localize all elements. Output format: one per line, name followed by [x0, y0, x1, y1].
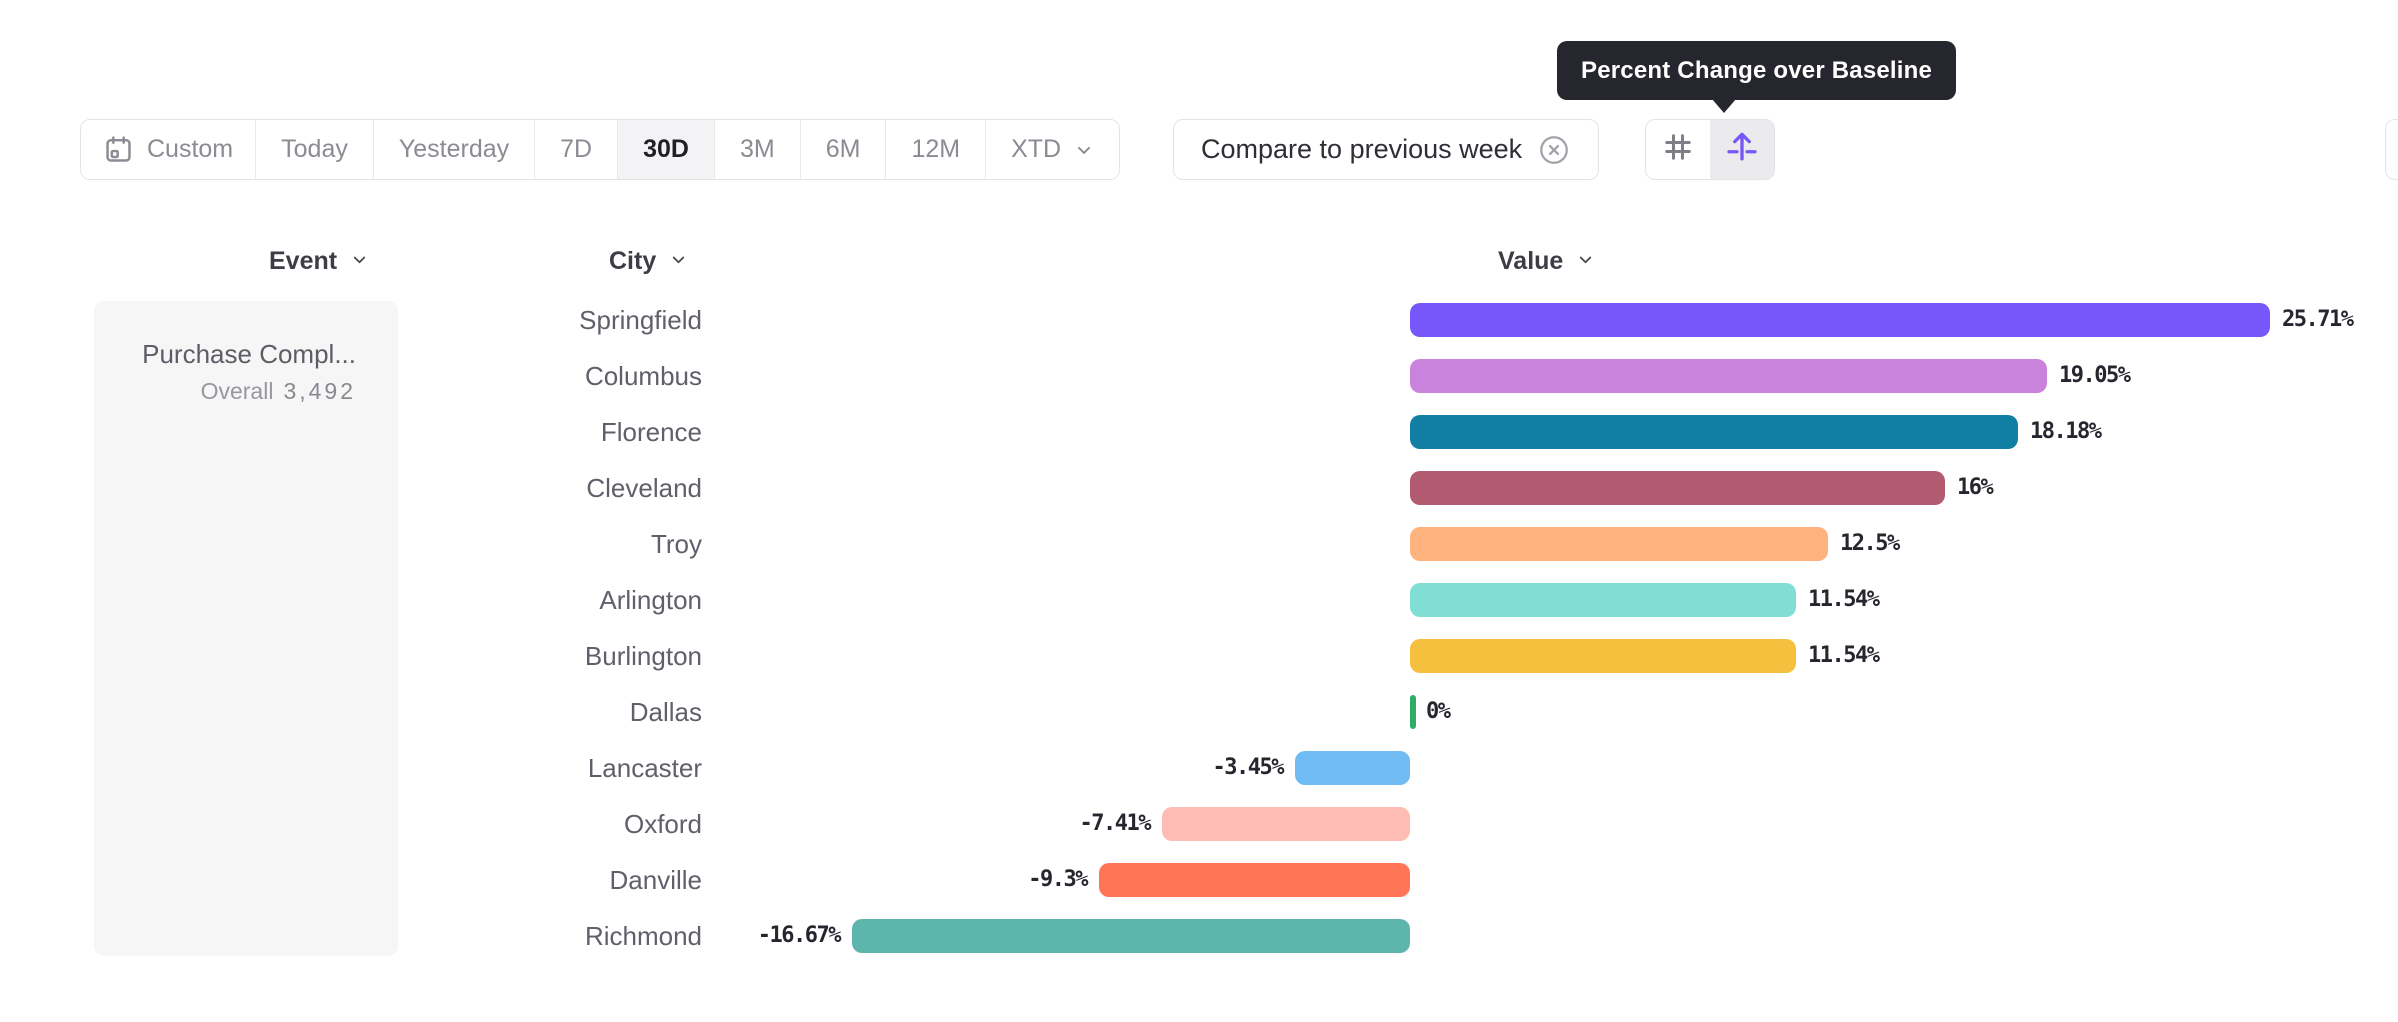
- chart-row-dallas: Dallas 0%: [0, 684, 2398, 740]
- chart-row-burlington: Burlington 11.54%: [0, 628, 2398, 684]
- date-range-12m[interactable]: 12M: [885, 120, 985, 179]
- column-header-event-label: Event: [269, 247, 338, 275]
- date-range-label: Today: [281, 135, 348, 163]
- tooltip-caret: [1712, 99, 1736, 113]
- value-bar[interactable]: [1162, 807, 1410, 841]
- city-label: Danville: [609, 865, 703, 895]
- column-header-city[interactable]: City: [609, 247, 688, 276]
- value-label: 16%: [1957, 475, 1994, 500]
- date-range-label: Yesterday: [398, 135, 510, 163]
- chart-row-troy: Troy 12.5%: [0, 516, 2398, 572]
- value-bar[interactable]: [1410, 303, 2270, 337]
- value-label: 11.54%: [1808, 643, 1880, 668]
- city-label: Dallas: [629, 697, 702, 727]
- value-label: 25.71%: [2282, 307, 2354, 332]
- value-bar[interactable]: [1410, 359, 2047, 393]
- value-label: -9.3%: [1028, 867, 1088, 892]
- chart-row-oxford: Oxford -7.41%: [0, 796, 2398, 852]
- column-header-value[interactable]: Value: [1498, 247, 1595, 276]
- value-bar[interactable]: [1410, 471, 1945, 505]
- value-label: 12.5%: [1840, 531, 1900, 556]
- date-range-today[interactable]: Today: [255, 120, 373, 179]
- chevron-down-icon: [669, 247, 688, 276]
- compare-filter-pill[interactable]: Compare to previous week: [1173, 119, 1600, 180]
- value-bar[interactable]: [852, 919, 1410, 953]
- calendar-icon: [103, 134, 134, 165]
- value-label: -16.67%: [757, 923, 842, 948]
- city-label: Oxford: [623, 809, 702, 839]
- event-overall-value: 3,492: [283, 378, 356, 404]
- bar-chart: Springfield 25.71% Columbus 19.05% Florence 1…: [0, 292, 2398, 964]
- date-range-3m[interactable]: 3M: [713, 120, 800, 179]
- value-label: 0%: [1426, 699, 1451, 724]
- value-bar[interactable]: [1410, 527, 1828, 561]
- date-range-label: Custom: [147, 135, 234, 163]
- value-label: -3.45%: [1212, 755, 1285, 780]
- column-header-event[interactable]: Event: [269, 247, 369, 276]
- value-bar[interactable]: [1295, 751, 1410, 785]
- chart-row-springfield: Springfield 25.71%: [0, 292, 2398, 348]
- column-header-city-label: City: [609, 247, 657, 275]
- date-range-custom[interactable]: Custom: [81, 120, 255, 179]
- city-label: Springfield: [579, 305, 702, 335]
- city-label: Lancaster: [587, 753, 702, 783]
- date-range-label: 12M: [911, 135, 961, 163]
- event-title: Purchase Compl...: [142, 339, 356, 369]
- value-label: 19.05%: [2059, 363, 2131, 388]
- date-range-label: XTD: [1011, 135, 1062, 163]
- date-range-label: 30D: [643, 135, 689, 163]
- date-range-label: 7D: [560, 135, 593, 163]
- chevron-down-icon: [350, 247, 369, 276]
- chart-row-danville: Danville -9.3%: [0, 852, 2398, 908]
- value-label: 11.54%: [1808, 587, 1880, 612]
- city-label: Troy: [650, 529, 702, 559]
- city-label: Cleveland: [586, 473, 702, 503]
- tooltip-percent-change-over-baseline: Percent Change over Baseline: [1557, 41, 1957, 100]
- date-range-label: 3M: [739, 135, 775, 163]
- chevron-down-icon: [1074, 140, 1094, 160]
- circle-x-icon[interactable]: [1537, 133, 1571, 167]
- chart-row-richmond: Richmond -16.67%: [0, 908, 2398, 964]
- date-range-xtd[interactable]: XTD: [985, 120, 1119, 179]
- number-format-button[interactable]: [1646, 120, 1710, 179]
- date-range-30d[interactable]: 30D: [617, 120, 714, 179]
- date-range-yesterday[interactable]: Yesterday: [372, 120, 534, 179]
- percent-change-over-baseline-button[interactable]: [1710, 120, 1774, 179]
- clipped-right-button[interactable]: [2385, 119, 2398, 180]
- chart-row-columbus: Columbus 19.05%: [0, 348, 2398, 404]
- value-bar[interactable]: [1410, 695, 1416, 729]
- date-range-7d[interactable]: 7D: [534, 120, 617, 179]
- chevron-down-icon: [1576, 247, 1595, 276]
- arrow-up-from-baseline-icon: [1723, 128, 1761, 171]
- chart-row-arlington: Arlington 11.54%: [0, 572, 2398, 628]
- value-label: 18.18%: [2030, 419, 2102, 444]
- chart-row-lancaster: Lancaster -3.45%: [0, 740, 2398, 796]
- value-bar[interactable]: [1410, 639, 1796, 673]
- date-range-control: Custom Today Yesterday 7D 30D 3M 6M 12M XTD: [80, 119, 1121, 180]
- value-bar[interactable]: [1099, 863, 1410, 897]
- event-overall-row: Overall 3,492: [112, 378, 356, 405]
- city-label: Columbus: [584, 361, 702, 391]
- city-label: Florence: [600, 417, 702, 447]
- event-card[interactable]: Purchase Compl... Overall 3,492: [94, 301, 398, 956]
- value-bar[interactable]: [1410, 415, 2018, 449]
- chart-row-florence: Florence 18.18%: [0, 404, 2398, 460]
- city-label: Arlington: [599, 585, 702, 615]
- date-range-label: 6M: [825, 135, 861, 163]
- column-header-value-label: Value: [1498, 247, 1564, 275]
- event-overall-label: Overall: [200, 378, 274, 404]
- compare-filter-label: Compare to previous week: [1201, 134, 1523, 164]
- value-bar[interactable]: [1410, 583, 1796, 617]
- city-label: Richmond: [584, 921, 702, 951]
- city-label: Burlington: [584, 641, 702, 671]
- chart-row-cleveland: Cleveland 16%: [0, 460, 2398, 516]
- value-label: -7.41%: [1079, 811, 1152, 836]
- hash-icon: [1660, 129, 1696, 170]
- date-range-6m[interactable]: 6M: [799, 120, 886, 179]
- value-display-toggle-group: [1645, 119, 1775, 180]
